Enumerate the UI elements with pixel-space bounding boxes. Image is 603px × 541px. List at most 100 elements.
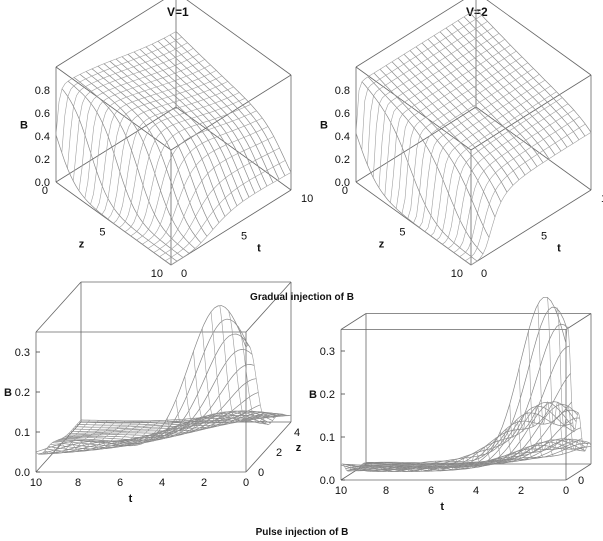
- box-edge: [355, 0, 464, 68]
- box-edge: [355, 106, 477, 183]
- surface-line: [73, 48, 194, 182]
- surface-line: [61, 36, 182, 153]
- t-tick-label: 10: [30, 477, 42, 489]
- surface-line: [167, 416, 213, 434]
- surface-line: [55, 134, 172, 266]
- box-edge: [470, 74, 592, 151]
- t-tick-label: 4: [159, 477, 165, 489]
- surface-line: [481, 445, 507, 465]
- surface-line: [430, 85, 551, 237]
- b-tick-label: 0.1: [320, 432, 335, 444]
- surface-plot-pulse-right: 0.00.10.20.3108642005Btz: [309, 296, 592, 513]
- t-axis-label: t: [257, 243, 261, 255]
- surface-line: [228, 310, 274, 422]
- surface-line: [556, 307, 582, 451]
- box-edge: [186, 0, 292, 76]
- t-tick-label: 5: [541, 231, 547, 243]
- surface-line: [355, 9, 477, 134]
- surface-line: [470, 132, 592, 266]
- box-edge: [170, 189, 292, 266]
- t-tick-label: 6: [428, 485, 434, 497]
- surface-line: [139, 49, 256, 194]
- surface-line: [368, 461, 395, 472]
- surface-line: [407, 62, 528, 219]
- surface-line: [113, 86, 234, 224]
- t-tick-label: 0: [481, 268, 487, 280]
- surface-line: [67, 80, 184, 258]
- surface-line: [459, 116, 580, 257]
- surface-line: [90, 64, 211, 205]
- b-tick-label: 0.8: [335, 85, 350, 97]
- surface-line: [237, 325, 283, 424]
- box-edge: [55, 0, 164, 68]
- t-tick-label: 0: [243, 477, 249, 489]
- surface-line: [97, 420, 143, 449]
- surface-line: [133, 51, 250, 198]
- surface-line: [390, 44, 511, 203]
- surface-line: [384, 39, 505, 197]
- t-tick-label: 2: [201, 477, 207, 489]
- t-axis-label: t: [129, 493, 133, 505]
- surface-line: [419, 74, 540, 228]
- surface-line: [119, 92, 240, 228]
- surface-line: [130, 104, 251, 237]
- surface-line: [193, 351, 239, 425]
- surface-line: [350, 401, 576, 471]
- z-axis-label: z: [296, 442, 302, 454]
- surface-line: [170, 172, 292, 266]
- t-tick-label: 4: [473, 485, 479, 497]
- z-tick-label: 4: [294, 427, 300, 439]
- surface-line: [147, 126, 269, 249]
- surface-line: [115, 58, 232, 212]
- surface-line: [55, 31, 177, 135]
- b-tick-label: 0.2: [35, 154, 50, 166]
- b-axis-label: B: [309, 389, 317, 401]
- t-tick-label: 0: [181, 268, 187, 280]
- b-tick-label: 0.6: [35, 108, 50, 120]
- z-tick-label: 10: [451, 268, 463, 280]
- b-tick-label: 0.3: [15, 347, 30, 359]
- surface-line: [472, 451, 498, 467]
- panel-title-v2: V=2: [466, 5, 488, 19]
- t-tick-label: 10: [301, 193, 313, 205]
- z-tick-label: 0: [42, 185, 48, 197]
- surface-line: [245, 344, 292, 425]
- t-tick-label: 10: [601, 193, 603, 205]
- surface-line: [35, 305, 247, 453]
- surface-line: [367, 21, 488, 166]
- surface-line: [465, 123, 586, 262]
- surface-line: [396, 50, 517, 209]
- surface-line: [500, 428, 526, 461]
- t-tick-label: 5: [241, 231, 247, 243]
- surface-line: [210, 311, 257, 421]
- surface-line: [53, 420, 99, 454]
- box-edge: [565, 463, 592, 481]
- surface-line: [424, 79, 546, 232]
- t-tick-label: 6: [117, 477, 123, 489]
- b-tick-label: 0.0: [15, 467, 30, 479]
- surface-plot-v1: 0.0 0.2 0.4 0.6 0.8 0 5 10 0 5 10 Bt z: [20, 0, 313, 280]
- box-edge: [340, 313, 367, 330]
- surface-line: [219, 305, 265, 421]
- surface-line: [442, 97, 563, 245]
- surface-line: [509, 403, 536, 460]
- surface-line: [124, 98, 246, 232]
- surface-line: [79, 420, 126, 451]
- box-edge: [565, 313, 592, 330]
- surface-line: [379, 69, 496, 218]
- caption-gradual: Gradual injection of B: [250, 292, 354, 303]
- box-edge: [55, 106, 177, 183]
- b-axis-label: B: [20, 120, 28, 132]
- z-axis-label: z: [79, 239, 85, 251]
- panel-title-v1: V=1: [167, 5, 189, 19]
- surface-line: [165, 160, 286, 262]
- surface-line: [547, 297, 573, 452]
- box-edge: [470, 189, 592, 266]
- surface-line: [397, 462, 423, 473]
- surface-line: [84, 59, 205, 199]
- b-axis-label: B: [320, 120, 328, 132]
- surface-line: [453, 109, 574, 253]
- surface-line: [97, 65, 214, 230]
- surface-line: [565, 325, 592, 452]
- surface-line: [345, 373, 571, 472]
